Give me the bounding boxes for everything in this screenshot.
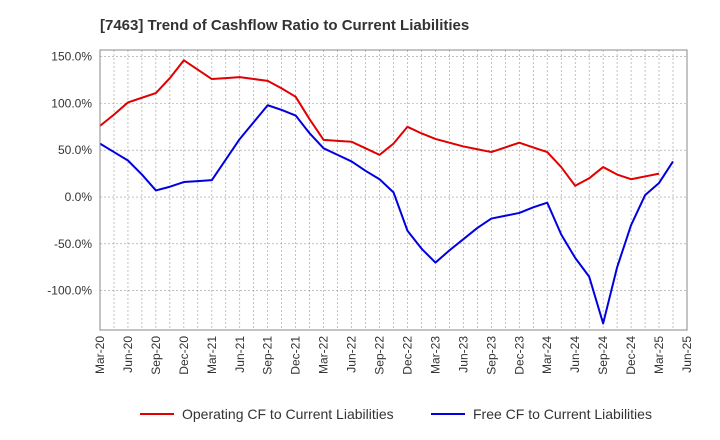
x-tick-label: Dec-20 <box>177 336 191 375</box>
x-tick-label: Jun-23 <box>456 336 470 373</box>
y-tick-label: 50.0% <box>58 143 92 157</box>
series-lines <box>99 59 674 325</box>
x-tick-label: Jun-22 <box>345 336 359 373</box>
x-tick-label: Sep-24 <box>596 336 610 375</box>
chart-title: [7463] Trend of Cashflow Ratio to Curren… <box>100 17 469 34</box>
grid-lines <box>100 50 687 330</box>
legend-label-free: Free CF to Current Liabilities <box>473 406 652 422</box>
series-line-free-cf <box>99 104 674 325</box>
x-tick-label: Dec-21 <box>289 336 303 375</box>
x-tick-label: Dec-23 <box>512 336 526 375</box>
x-tick-label: Sep-21 <box>261 336 275 375</box>
x-tick-label: Sep-20 <box>149 336 163 375</box>
y-tick-label: -50.0% <box>54 237 92 251</box>
x-tick-label: Mar-25 <box>652 336 666 374</box>
x-tick-label: Mar-24 <box>540 336 554 374</box>
y-axis-ticks: 150.0% 100.0% 50.0% 0.0% -50.0% -100.0% <box>47 50 92 298</box>
series-line-operating-cf <box>99 59 660 187</box>
legend-label-operating: Operating CF to Current Liabilities <box>182 406 394 422</box>
x-tick-label: Sep-22 <box>373 336 387 375</box>
x-tick-label: Dec-24 <box>624 336 638 375</box>
x-tick-label: Mar-20 <box>93 336 107 374</box>
x-tick-label: Mar-23 <box>428 336 442 374</box>
y-tick-label: 0.0% <box>65 190 93 204</box>
x-tick-label: Jun-21 <box>233 336 247 373</box>
x-axis-ticks: Mar-20 Jun-20 Sep-20 Dec-20 Mar-21 Jun-21 Sep-… <box>93 336 694 375</box>
x-tick-label: Dec-22 <box>400 336 414 375</box>
legend: Operating CF to Current Liabilities Free… <box>140 406 652 422</box>
plot-frame <box>99 49 688 331</box>
x-tick-label: Jun-25 <box>680 336 694 373</box>
x-tick-label: Jun-20 <box>121 336 135 373</box>
x-tick-label: Sep-23 <box>484 336 498 375</box>
x-tick-label: Mar-22 <box>317 336 331 374</box>
x-tick-label: Jun-24 <box>568 336 582 373</box>
y-tick-label: 100.0% <box>51 96 92 110</box>
x-tick-label: Mar-21 <box>205 336 219 374</box>
y-tick-label: 150.0% <box>51 50 92 64</box>
y-tick-label: -100.0% <box>47 284 92 298</box>
